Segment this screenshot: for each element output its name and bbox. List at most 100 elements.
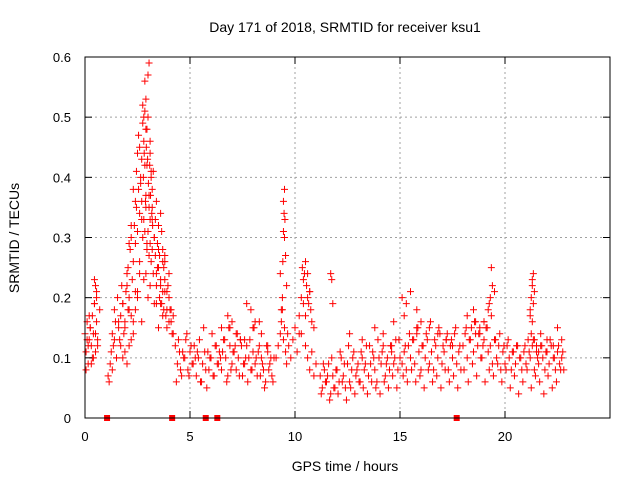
data-point xyxy=(138,155,146,163)
data-point xyxy=(533,342,540,350)
data-point xyxy=(147,173,155,181)
data-point xyxy=(279,258,287,266)
chart-title: Day 171 of 2018, SRMTID for receiver ksu… xyxy=(209,19,481,35)
data-point xyxy=(284,330,292,338)
data-point xyxy=(556,360,564,368)
data-point xyxy=(378,348,386,356)
data-point xyxy=(306,288,314,296)
data-point xyxy=(146,215,154,223)
data-point xyxy=(354,360,362,368)
data-point xyxy=(148,185,156,193)
data-point xyxy=(165,318,173,326)
data-point xyxy=(185,372,193,380)
data-point xyxy=(125,306,133,314)
data-point xyxy=(134,149,141,157)
data-point xyxy=(234,354,242,362)
data-point xyxy=(527,384,535,392)
data-point xyxy=(379,330,387,338)
data-point xyxy=(544,372,552,380)
data-point xyxy=(412,378,420,386)
data-point xyxy=(398,360,406,368)
data-point xyxy=(329,300,337,308)
data-point xyxy=(219,348,227,356)
data-point xyxy=(402,300,410,308)
data-point xyxy=(381,372,389,380)
data-point xyxy=(115,324,123,332)
data-point xyxy=(358,354,366,362)
data-point xyxy=(177,366,185,374)
data-point xyxy=(366,342,374,350)
data-point xyxy=(450,372,458,380)
data-point xyxy=(148,203,156,211)
data-point xyxy=(227,366,235,374)
data-point xyxy=(463,312,471,320)
data-point xyxy=(189,360,197,368)
data-point xyxy=(228,360,236,368)
data-point xyxy=(398,294,406,302)
data-point xyxy=(411,360,419,368)
data-point xyxy=(104,372,112,380)
data-point xyxy=(287,354,295,362)
data-point xyxy=(142,203,150,211)
data-point xyxy=(431,336,439,344)
data-point xyxy=(321,378,329,386)
data-point xyxy=(94,336,102,344)
data-point xyxy=(549,342,557,350)
data-point xyxy=(416,372,424,380)
data-point xyxy=(127,221,135,229)
data-point xyxy=(109,342,117,350)
data-point xyxy=(472,330,480,338)
data-point xyxy=(206,354,214,362)
data-point xyxy=(282,348,290,356)
data-point xyxy=(455,348,463,356)
data-point xyxy=(90,276,98,284)
data-point xyxy=(144,179,152,187)
data-point xyxy=(536,378,544,386)
data-point xyxy=(332,366,340,374)
data-point xyxy=(418,342,426,350)
data-point xyxy=(129,318,137,326)
data-point xyxy=(526,312,534,320)
data-point xyxy=(247,306,255,314)
data-point xyxy=(359,384,367,392)
data-point xyxy=(528,282,536,290)
data-point xyxy=(165,294,173,302)
data-point xyxy=(508,348,516,356)
data-point xyxy=(517,354,525,362)
data-point xyxy=(420,384,428,392)
y-tick-label: 0.2 xyxy=(53,291,71,306)
data-point xyxy=(355,378,363,386)
data-point xyxy=(488,282,496,290)
data-point xyxy=(140,137,148,145)
data-point xyxy=(159,312,167,320)
data-point xyxy=(86,324,94,332)
data-point xyxy=(254,348,262,356)
data-point xyxy=(155,324,162,332)
data-point xyxy=(371,324,379,332)
data-point xyxy=(128,276,136,284)
data-point xyxy=(144,294,152,302)
data-point xyxy=(346,330,354,338)
data-point xyxy=(484,348,492,356)
data-point xyxy=(139,173,147,181)
data-point xyxy=(224,312,232,320)
data-point xyxy=(145,59,153,67)
data-point xyxy=(330,384,338,392)
data-point xyxy=(486,342,494,350)
data-point xyxy=(388,342,396,350)
data-point xyxy=(360,366,368,374)
data-point xyxy=(226,324,234,332)
data-point xyxy=(96,306,104,314)
data-point xyxy=(139,119,147,127)
data-point xyxy=(108,366,116,374)
data-point xyxy=(527,330,535,338)
data-point xyxy=(512,360,519,368)
data-point xyxy=(504,336,512,344)
data-point xyxy=(244,378,252,386)
data-point xyxy=(125,294,133,302)
data-point xyxy=(302,312,309,320)
data-point xyxy=(231,342,239,350)
data-point xyxy=(423,336,431,344)
data-point xyxy=(278,294,286,302)
data-point xyxy=(413,330,421,338)
